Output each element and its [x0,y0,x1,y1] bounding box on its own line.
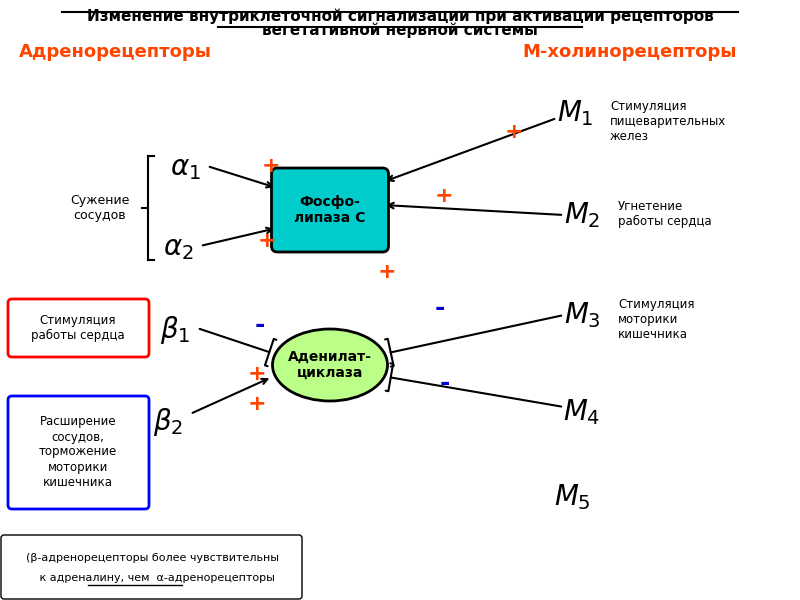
Text: $M_5$: $M_5$ [554,482,590,512]
Text: Сужение
сосудов: Сужение сосудов [70,194,130,222]
Text: Изменение внутриклеточной сигнализации при активации рецепторов: Изменение внутриклеточной сигнализации п… [86,8,714,23]
Text: $M_3$: $M_3$ [564,300,600,330]
Text: Фосфо-
липаза С: Фосфо- липаза С [294,195,366,225]
Text: +: + [258,231,277,251]
Text: +: + [435,186,454,206]
Text: вегетативной нервной системы: вегетативной нервной системы [262,23,538,38]
Text: $M_1$: $M_1$ [557,98,594,128]
Text: +: + [248,364,266,384]
Ellipse shape [273,329,387,401]
Text: $M_2$: $M_2$ [564,200,600,230]
Text: к адреналину, чем  α-адренорецепторы: к адреналину, чем α-адренорецепторы [29,573,275,583]
FancyBboxPatch shape [8,396,149,509]
Text: $\alpha_2$: $\alpha_2$ [162,234,194,262]
Text: (β-адренорецепторы более чувствительны: (β-адренорецепторы более чувствительны [26,553,278,563]
Text: +: + [378,262,397,282]
Text: Угнетение
работы сердца: Угнетение работы сердца [618,200,712,228]
Text: -: - [255,313,266,337]
Text: $\beta_1$: $\beta_1$ [160,314,190,346]
FancyBboxPatch shape [8,299,149,357]
Text: Стимуляция
моторики
кишечника: Стимуляция моторики кишечника [618,298,694,341]
Text: Стимуляция
пищеварительных
желез: Стимуляция пищеварительных желез [610,100,726,143]
FancyBboxPatch shape [271,168,389,252]
Text: -: - [435,296,446,320]
Text: +: + [505,122,524,142]
Text: Адренорецепторы: Адренорецепторы [18,43,211,61]
Text: +: + [248,394,266,414]
Text: $\beta_2$: $\beta_2$ [153,406,183,438]
Text: +: + [262,156,281,176]
Text: $M_4$: $M_4$ [563,397,601,427]
FancyBboxPatch shape [1,535,302,599]
Text: Аденилат-
циклаза: Аденилат- циклаза [288,350,372,380]
Text: Расширение
сосудов,
торможение
моторики
кишечника: Расширение сосудов, торможение моторики … [39,415,117,488]
Text: -: - [440,371,450,395]
Text: М-холинорецепторы: М-холинорецепторы [522,43,738,61]
Text: Стимуляция
работы сердца: Стимуляция работы сердца [31,314,125,342]
Text: $\alpha_1$: $\alpha_1$ [170,154,201,182]
